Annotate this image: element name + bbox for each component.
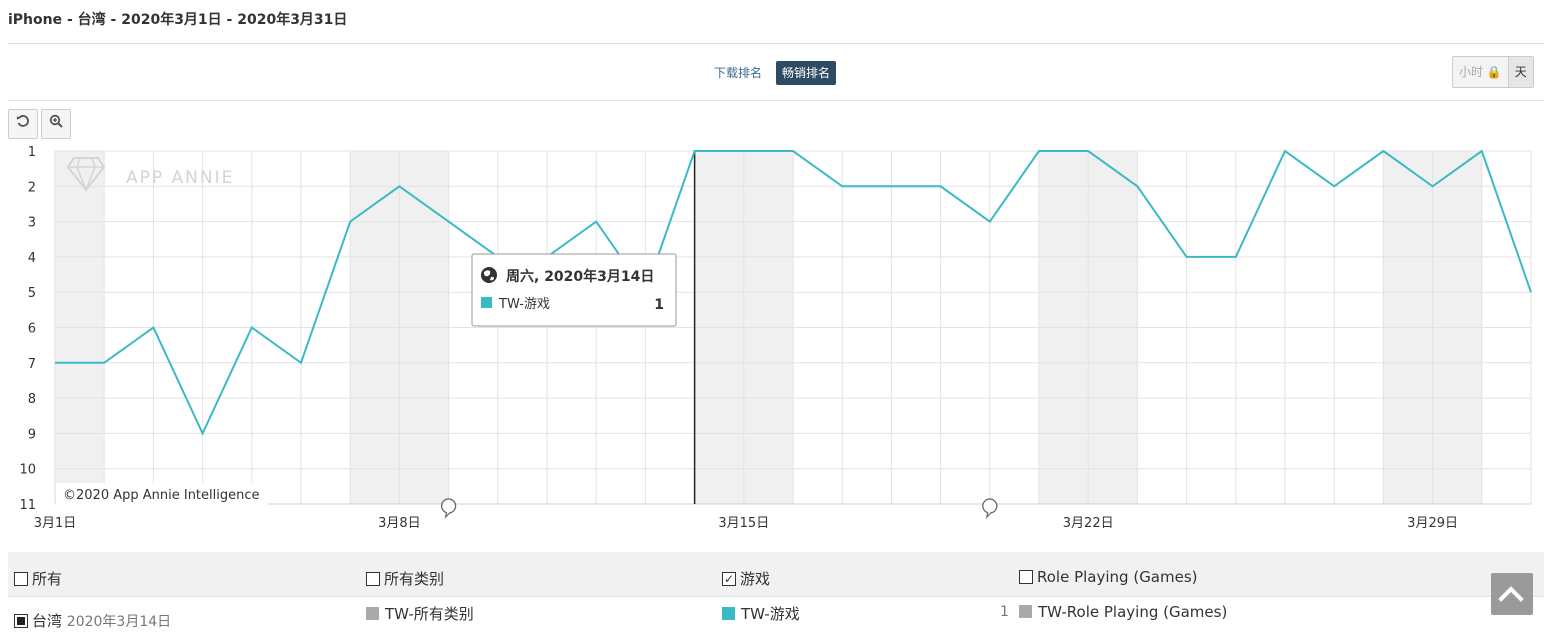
watermark-text: APP ANNIE [126, 168, 234, 188]
legend-item-role-playing[interactable]: TW-Role Playing (Games) [1019, 603, 1227, 621]
legend-item-all-categories[interactable]: TW-所有类别 [366, 603, 474, 624]
x-tick-label: 3月1日 [34, 516, 77, 531]
legend-item-label: TW-所有类别 [385, 605, 474, 623]
legend-country[interactable]: 台湾 2020年3月14日 [14, 610, 171, 631]
y-tick-label: 10 [19, 463, 36, 478]
globe-icon [481, 267, 497, 283]
y-tick-label: 3 [28, 216, 36, 231]
rank-line-chart: APP ANNIE 1 2 3 4 5 6 7 8 9 10 11 3月1日 3月8日 3月15日 3月2… [19, 145, 1532, 531]
filter-role-playing[interactable]: Role Playing (Games) [1019, 568, 1198, 586]
filter-games-checkbox[interactable] [722, 572, 736, 586]
zoom-button[interactable] [41, 109, 71, 139]
event-marker-icon[interactable] [440, 498, 457, 519]
legend-swatch [722, 607, 735, 620]
y-axis-ticks: 1 2 3 4 5 6 7 8 9 10 11 [19, 145, 36, 513]
filter-all-label: 所有 [32, 570, 63, 588]
divider [8, 43, 1544, 44]
reset-icon [16, 115, 29, 127]
filter-role-playing-checkbox[interactable] [1019, 570, 1033, 584]
page-title: iPhone - 台湾 - 2020年3月1日 - 2020年3月31日 [8, 12, 348, 28]
legend-swatch [1019, 605, 1032, 618]
legend-date: 2020年3月14日 [66, 614, 172, 630]
filter-all-categories-label: 所有类别 [384, 570, 445, 588]
x-axis-ticks: 3月1日 3月8日 3月15日 3月22日 3月29日 [34, 516, 1458, 531]
y-tick-label: 4 [28, 251, 36, 266]
legend-filter-row: 所有 所有类别 游戏 Role Playing (Games) [8, 552, 1544, 596]
x-tick-label: 3月22日 [1063, 516, 1114, 531]
tab-downloads[interactable]: 下载排名 [714, 66, 763, 80]
tooltip-swatch [481, 297, 492, 308]
legend-values-row: 台湾 2020年3月14日 TW-所有类别 TW-游戏 1 TW-Role Pl… [8, 596, 1544, 635]
granularity-toggle: 小时 🔒 天 [1452, 56, 1534, 88]
granularity-hour-button[interactable]: 小时 🔒 [1459, 65, 1502, 79]
rank-tabs: 下载排名 畅销排名 [0, 61, 1551, 85]
diamond-logo-icon [66, 157, 106, 193]
legend-item-label: TW-Role Playing (Games) [1038, 603, 1228, 621]
scroll-to-top-button[interactable] [1491, 573, 1533, 615]
chart-tooltip: 周六, 2020年3月14日 TW-游戏 1 [471, 253, 677, 327]
y-tick-label: 9 [28, 427, 36, 442]
filter-all-categories[interactable]: 所有类别 [366, 568, 444, 589]
reset-zoom-button[interactable] [8, 109, 38, 139]
tooltip-value: 1 [654, 297, 664, 313]
filter-games-label: 游戏 [740, 570, 771, 588]
filter-all-categories-checkbox[interactable] [366, 572, 380, 586]
y-tick-label: 2 [28, 180, 36, 195]
x-tick-label: 3月29日 [1407, 516, 1458, 531]
country-checkbox[interactable] [14, 614, 28, 628]
chart-grid [54, 150, 1532, 505]
divider [8, 100, 1544, 101]
app-annie-watermark: APP ANNIE [66, 157, 234, 193]
y-tick-label: 8 [28, 392, 36, 407]
y-tick-label: 7 [28, 357, 36, 372]
tooltip-date: 周六, 2020年3月14日 [506, 268, 654, 285]
legend-swatch [366, 607, 379, 620]
event-marker-icon[interactable] [982, 498, 998, 519]
tooltip-series: TW-游戏 [498, 297, 550, 312]
granularity-day-button[interactable]: 天 [1507, 57, 1533, 87]
zoom-icon [49, 114, 63, 128]
x-tick-label: 3月8日 [378, 516, 421, 531]
country-label: 台湾 [32, 612, 63, 630]
tab-grossing[interactable]: 畅销排名 [776, 61, 837, 85]
copyright-text: ©2020 App Annie Intelligence [63, 488, 260, 503]
y-tick-label: 6 [28, 322, 36, 337]
filter-role-playing-label: Role Playing (Games) [1037, 568, 1198, 586]
y-tick-label: 11 [19, 498, 36, 513]
filter-all-checkbox[interactable] [14, 572, 28, 586]
series-line-tw-games [55, 149, 1532, 436]
x-tick-label: 3月15日 [718, 516, 769, 531]
copyright-box: ©2020 App Annie Intelligence [56, 483, 268, 505]
y-tick-label: 5 [28, 286, 36, 301]
legend-item-games[interactable]: TW-游戏 [722, 603, 800, 624]
legend-item-label: TW-游戏 [741, 605, 800, 623]
filter-all[interactable]: 所有 [14, 568, 62, 589]
y-tick-label: 1 [28, 145, 36, 160]
legend-table: 所有 所有类别 游戏 Role Playing (Games) 台湾 2020年… [8, 552, 1544, 634]
legend-item-games-value: 1 [1000, 604, 1009, 620]
event-markers [440, 498, 998, 519]
filter-games[interactable]: 游戏 [722, 568, 770, 589]
